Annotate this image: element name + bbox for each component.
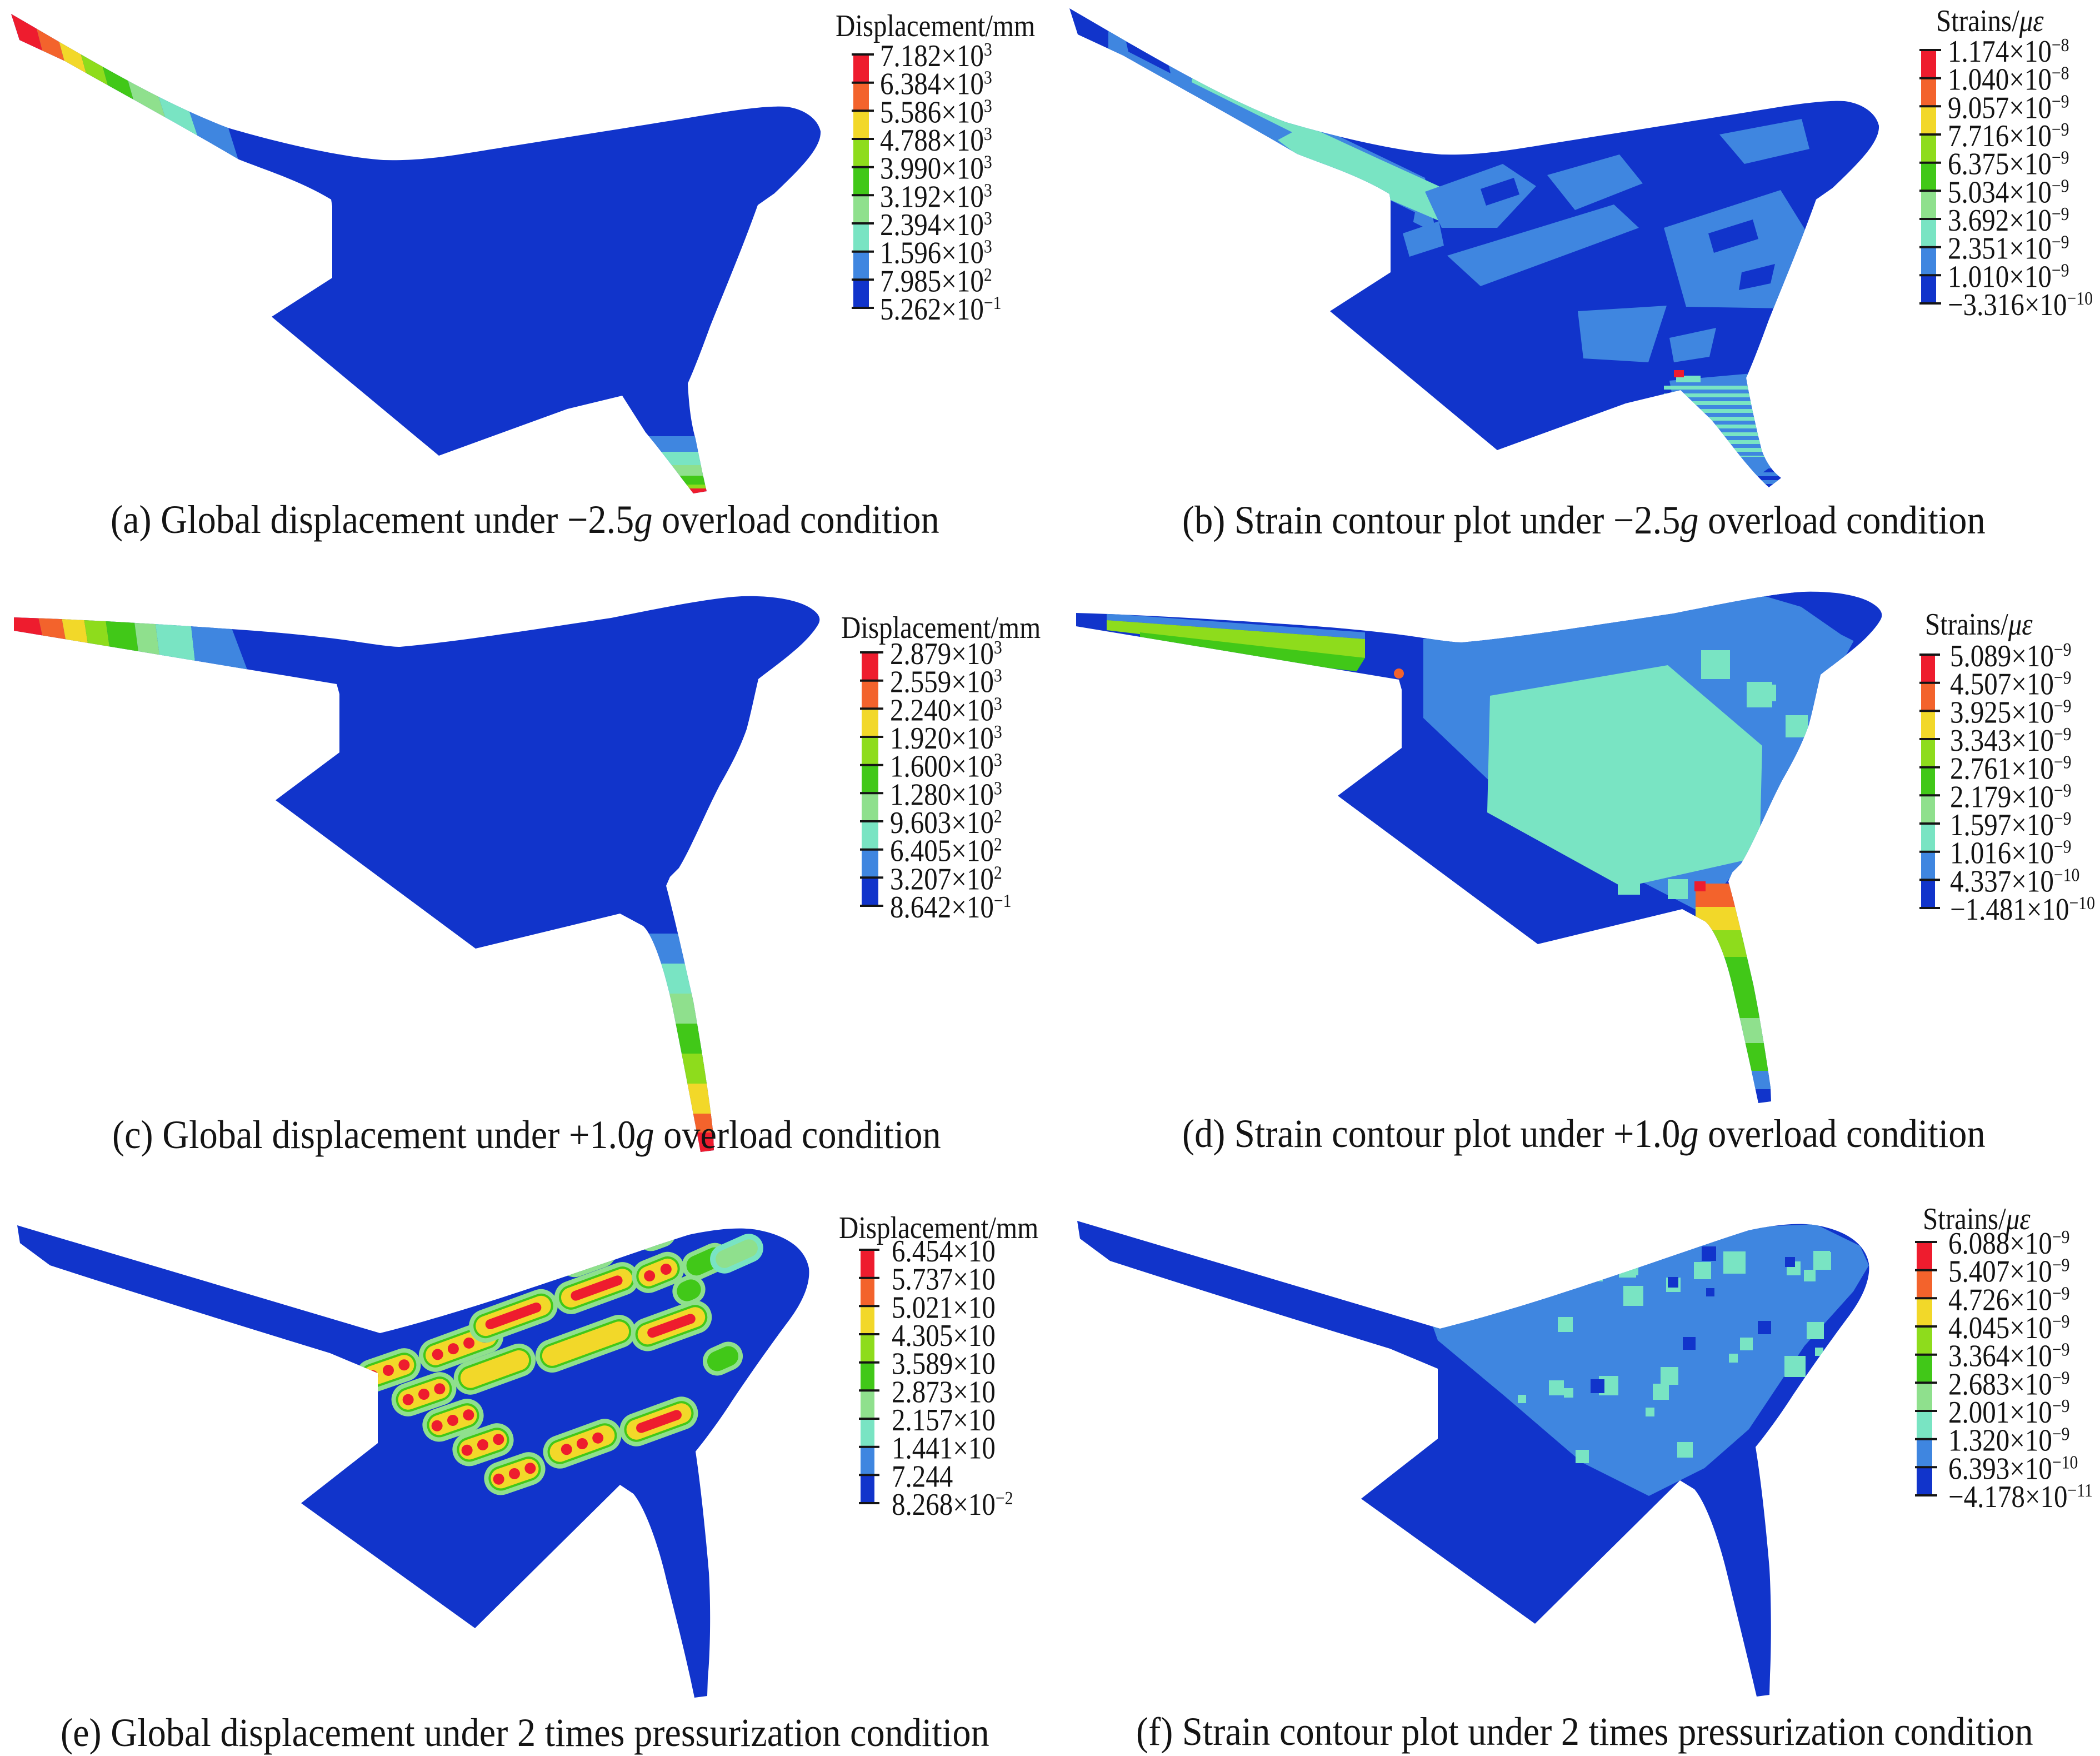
- svg-text:6.405×102: 6.405×102: [890, 834, 1002, 869]
- svg-text:3.925×10−9: 3.925×10−9: [1950, 695, 2072, 730]
- svg-text:2.683×10−9: 2.683×10−9: [1948, 1367, 2070, 1401]
- svg-text:Strains/με: Strains/με: [1923, 1202, 2031, 1236]
- svg-text:(f) Strain contour plot under: (f) Strain contour plot under 2 times pr…: [1136, 1709, 2033, 1754]
- svg-text:1.320×10−9: 1.320×10−9: [1948, 1424, 2070, 1458]
- svg-text:9.057×10−9: 9.057×10−9: [1948, 91, 2069, 125]
- svg-text:2.240×103: 2.240×103: [890, 693, 1002, 727]
- svg-text:3.343×10−9: 3.343×10−9: [1950, 724, 2072, 758]
- svg-text:(c) Global displacement under: (c) Global displacement under +1.0g over…: [112, 1113, 941, 1157]
- svg-text:2.001×10−9: 2.001×10−9: [1948, 1395, 2070, 1430]
- svg-text:1.010×10−9: 1.010×10−9: [1948, 260, 2069, 294]
- svg-text:5.407×10−9: 5.407×10−9: [1948, 1255, 2070, 1289]
- svg-text:7.716×10−9: 7.716×10−9: [1948, 119, 2069, 153]
- svg-text:2.559×103: 2.559×103: [890, 665, 1002, 700]
- svg-text:(a) Global displacement under: (a) Global displacement under −2.5g over…: [111, 497, 939, 542]
- svg-text:5.034×10−9: 5.034×10−9: [1948, 175, 2069, 209]
- svg-text:Displacement/mm: Displacement/mm: [836, 9, 1035, 43]
- svg-text:Displacement/mm: Displacement/mm: [841, 611, 1041, 645]
- svg-text:4.507×10−9: 4.507×10−9: [1950, 667, 2072, 702]
- svg-text:3.990×103: 3.990×103: [880, 152, 992, 186]
- svg-text:1.596×103: 1.596×103: [880, 236, 992, 271]
- svg-text:Strains/με: Strains/με: [1925, 607, 2033, 642]
- svg-text:(b) Strain contour plot under: (b) Strain contour plot under −2.5g over…: [1182, 498, 1986, 542]
- svg-text:1.441×10: 1.441×10: [892, 1431, 996, 1466]
- svg-text:5.089×10−9: 5.089×10−9: [1950, 639, 2072, 674]
- svg-text:3.207×102: 3.207×102: [890, 862, 1002, 896]
- svg-text:1.174×10−8: 1.174×10−8: [1948, 34, 2069, 69]
- svg-text:1.920×103: 1.920×103: [890, 721, 1002, 756]
- svg-text:8.642×10−1: 8.642×10−1: [890, 890, 1012, 925]
- svg-text:3.692×10−9: 3.692×10−9: [1948, 203, 2069, 238]
- svg-text:(e) Global displacement under: (e) Global displacement under 2 times pr…: [61, 1710, 989, 1755]
- svg-text:−1.481×10−10: −1.481×10−10: [1950, 892, 2095, 927]
- svg-text:4.305×10: 4.305×10: [892, 1319, 996, 1353]
- svg-text:4.726×10−9: 4.726×10−9: [1948, 1283, 2070, 1317]
- svg-text:6.375×10−9: 6.375×10−9: [1948, 147, 2069, 182]
- svg-text:7.244: 7.244: [892, 1459, 953, 1494]
- svg-text:9.603×102: 9.603×102: [890, 806, 1002, 840]
- svg-text:1.280×103: 1.280×103: [890, 777, 1002, 812]
- svg-text:5.262×10−1: 5.262×10−1: [880, 292, 1002, 327]
- svg-text:3.589×10: 3.589×10: [892, 1347, 996, 1381]
- svg-text:2.879×103: 2.879×103: [890, 637, 1002, 671]
- svg-text:5.021×10: 5.021×10: [892, 1290, 996, 1325]
- svg-text:1.600×103: 1.600×103: [890, 750, 1002, 784]
- svg-text:−4.178×10−11: −4.178×10−11: [1948, 1480, 2093, 1514]
- svg-text:1.040×10−8: 1.040×10−8: [1948, 63, 2069, 97]
- svg-text:Strains/με: Strains/με: [1936, 4, 2044, 38]
- svg-text:1.597×10−9: 1.597×10−9: [1950, 808, 2072, 842]
- svg-text:3.364×10−9: 3.364×10−9: [1948, 1339, 2070, 1374]
- svg-text:5.586×103: 5.586×103: [880, 95, 992, 129]
- svg-text:2.157×10: 2.157×10: [892, 1403, 996, 1438]
- svg-text:6.454×10: 6.454×10: [892, 1234, 996, 1269]
- svg-text:6.088×10−9: 6.088×10−9: [1948, 1226, 2070, 1261]
- svg-text:Displacement/mm: Displacement/mm: [839, 1211, 1038, 1245]
- svg-text:5.737×10: 5.737×10: [892, 1263, 996, 1297]
- svg-text:6.384×103: 6.384×103: [880, 67, 992, 102]
- svg-text:7.182×103: 7.182×103: [880, 39, 992, 73]
- svg-text:3.192×103: 3.192×103: [880, 179, 992, 214]
- svg-text:7.985×102: 7.985×102: [880, 264, 992, 298]
- svg-text:4.045×10−9: 4.045×10−9: [1948, 1311, 2070, 1345]
- svg-text:1.016×10−9: 1.016×10−9: [1950, 836, 2072, 871]
- svg-text:2.351×10−9: 2.351×10−9: [1948, 232, 2069, 266]
- svg-text:2.761×10−9: 2.761×10−9: [1950, 752, 2072, 786]
- svg-text:(d) Strain contour plot under: (d) Strain contour plot under +1.0g over…: [1182, 1111, 1986, 1156]
- svg-text:2.179×10−9: 2.179×10−9: [1950, 780, 2072, 814]
- svg-text:−3.316×10−10: −3.316×10−10: [1948, 288, 2093, 322]
- svg-text:4.788×103: 4.788×103: [880, 123, 992, 158]
- svg-text:2.394×103: 2.394×103: [880, 208, 992, 242]
- svg-text:8.268×10−2: 8.268×10−2: [892, 1488, 1013, 1522]
- svg-text:2.873×10: 2.873×10: [892, 1375, 996, 1409]
